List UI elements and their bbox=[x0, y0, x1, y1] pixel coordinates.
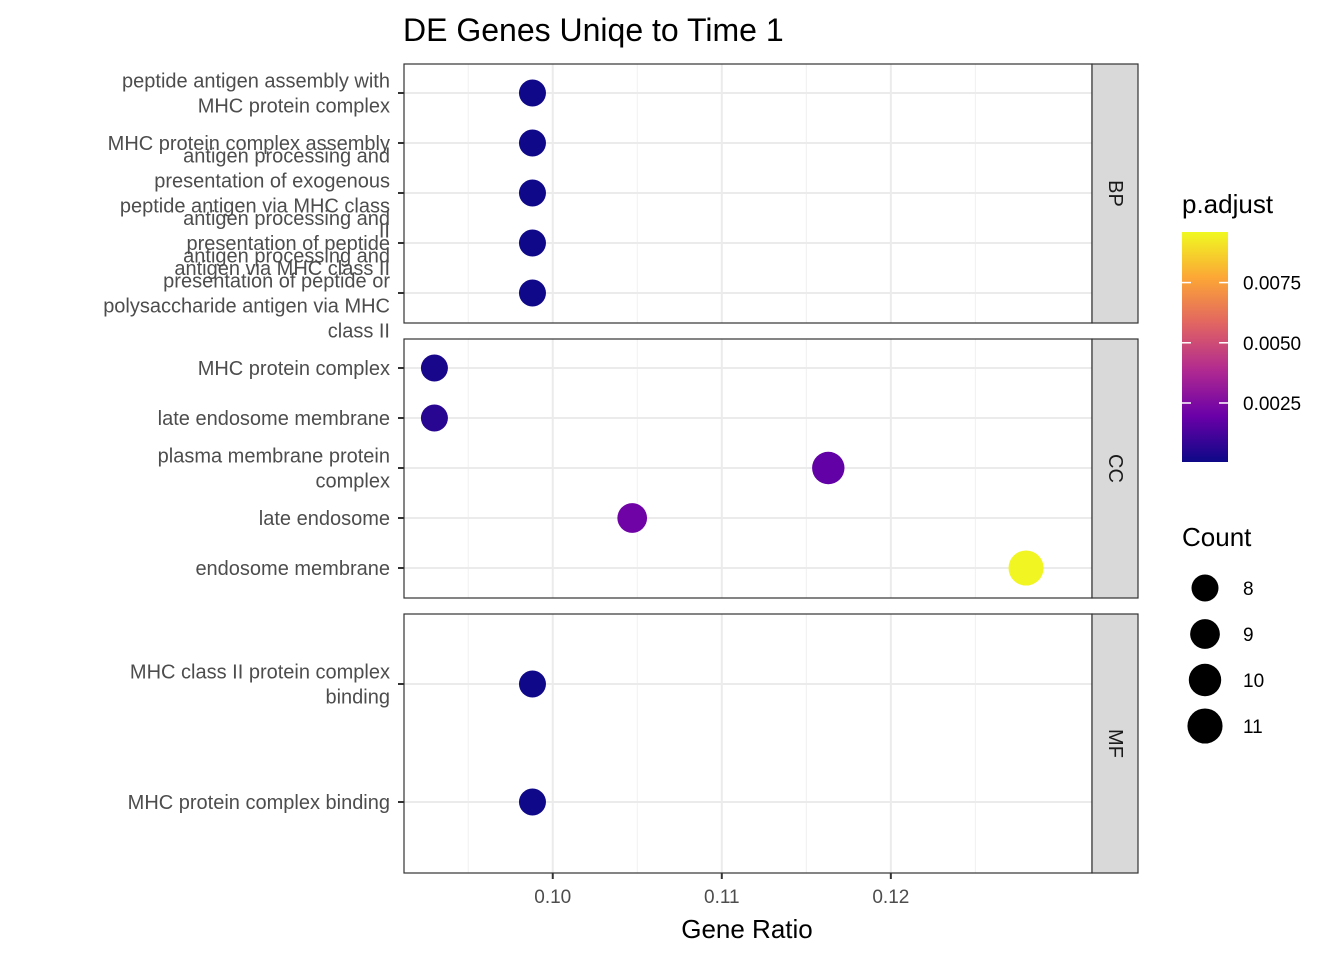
y-tick-label: late endosome membrane bbox=[158, 408, 390, 430]
size-legend-label: 10 bbox=[1243, 671, 1264, 692]
size-legend-key bbox=[1188, 663, 1222, 697]
data-point bbox=[617, 503, 648, 533]
y-tick-label: late endosome bbox=[259, 508, 390, 530]
y-tick-label: MHC protein complex assembly bbox=[108, 133, 390, 155]
x-tick-label: 0.10 bbox=[534, 887, 571, 908]
y-tick-label: peptide antigen assembly with MHC protein… bbox=[122, 71, 390, 118]
data-point bbox=[420, 354, 448, 382]
facet-strip-label: BP bbox=[1104, 180, 1126, 207]
data-point bbox=[420, 404, 448, 432]
facet-panel-mf: MHC class II protein complex binding MHC p… bbox=[128, 613, 1139, 874]
y-tick-label: MHC class II protein complex binding bbox=[130, 662, 390, 709]
facet-panel-bp: peptide antigen assembly with MHC protein… bbox=[103, 63, 1139, 343]
facet-strip bbox=[1091, 338, 1139, 599]
facet-strip bbox=[1091, 63, 1139, 324]
data-point bbox=[518, 788, 546, 816]
x-tick-label: 0.11 bbox=[704, 887, 740, 908]
facet-strip-label: MF bbox=[1104, 729, 1126, 758]
size-legend-key bbox=[1187, 708, 1223, 744]
y-tick-label: antigen processing and presentation of pe… bbox=[174, 208, 390, 280]
color-bar bbox=[1182, 232, 1228, 462]
color-legend: p.adjust 0.0025 0.0050 0.0075 bbox=[1182, 189, 1301, 462]
y-tick-label: antigen processing and presentation of pe… bbox=[103, 246, 390, 343]
size-legend-label: 8 bbox=[1243, 579, 1254, 600]
y-tick-label: MHC protein complex bbox=[198, 358, 390, 380]
y-tick-label: endosome membrane bbox=[195, 558, 390, 580]
color-legend-title: p.adjust bbox=[1182, 189, 1274, 219]
facet-panels: peptide antigen assembly with MHC protein… bbox=[103, 63, 1139, 874]
data-point bbox=[518, 179, 546, 207]
size-legend: Count 8 9 10 11 bbox=[1182, 522, 1264, 744]
data-point bbox=[518, 79, 546, 107]
data-point bbox=[1008, 550, 1044, 586]
y-tick-label: antigen processing and presentation of ex… bbox=[120, 146, 390, 243]
y-tick-label: plasma membrane protein complex bbox=[158, 446, 390, 493]
size-legend-key bbox=[1190, 619, 1220, 649]
color-legend-label: 0.0025 bbox=[1243, 394, 1301, 415]
chart-title: DE Genes Uniqe to Time 1 bbox=[403, 12, 784, 48]
color-legend-label: 0.0050 bbox=[1243, 334, 1301, 355]
size-legend-label: 11 bbox=[1243, 717, 1263, 738]
x-tick-label: 0.12 bbox=[872, 887, 909, 908]
x-axis-title: Gene Ratio bbox=[681, 914, 813, 944]
facet-strip bbox=[1091, 613, 1139, 874]
data-point bbox=[518, 670, 546, 698]
color-legend-label: 0.0075 bbox=[1243, 274, 1301, 295]
size-legend-title: Count bbox=[1182, 522, 1252, 552]
data-point bbox=[518, 129, 546, 157]
data-point bbox=[518, 279, 546, 307]
y-tick-label: MHC protein complex binding bbox=[128, 792, 390, 814]
facet-strip-label: CC bbox=[1104, 454, 1126, 483]
facet-panel-cc: MHC protein complex late endosome membran… bbox=[158, 338, 1139, 599]
data-point bbox=[518, 229, 546, 257]
size-legend-label: 9 bbox=[1243, 625, 1254, 646]
x-axis: 0.10 0.11 0.12 bbox=[534, 873, 909, 908]
size-legend-key bbox=[1191, 574, 1219, 602]
panel-background bbox=[404, 614, 1092, 873]
data-point bbox=[812, 451, 845, 485]
